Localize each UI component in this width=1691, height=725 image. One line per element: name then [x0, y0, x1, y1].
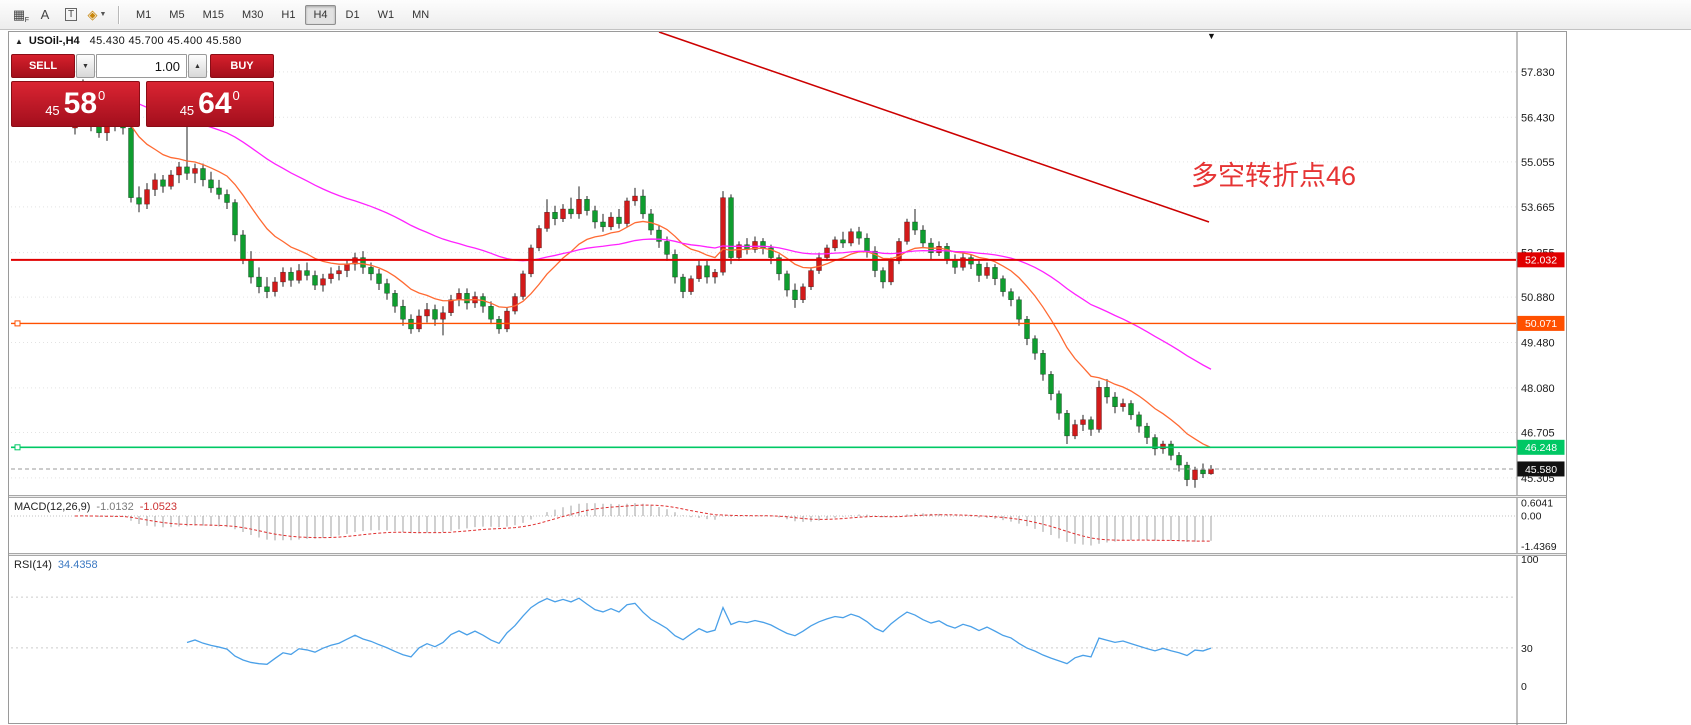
buy-price-point: 0 — [232, 88, 240, 103]
one-click-trading-panel: SELL ▼ ▲ BUY 45 58 0 45 64 0 — [11, 54, 274, 127]
timeframe-M1[interactable]: M1 — [136, 8, 152, 21]
volume-decrease-button[interactable]: ▼ — [76, 54, 95, 78]
chart-title-bar: ▲ USOil-,H4 45.430 45.700 45.400 45.580 — [13, 35, 242, 47]
timeframe-D1[interactable]: D1 — [345, 8, 360, 21]
chart-window: 57.83056.43055.05553.66552.25550.88049.4… — [8, 31, 1568, 725]
rsi-name: RSI(14) — [14, 559, 52, 571]
timeframe-M5[interactable]: M5 — [169, 8, 185, 21]
svg-text:45.580: 45.580 — [1525, 464, 1557, 476]
svg-text:46.248: 46.248 — [1525, 442, 1557, 454]
svg-text:56.430: 56.430 — [1521, 112, 1555, 124]
svg-text:50.880: 50.880 — [1521, 292, 1555, 304]
volume-input[interactable] — [96, 54, 187, 78]
chart-ohlc-values: 45.430 45.700 45.400 45.580 — [89, 35, 242, 47]
macd-signal-line — [74, 504, 1212, 542]
svg-text:48.080: 48.080 — [1521, 383, 1555, 395]
svg-text:46.705: 46.705 — [1521, 427, 1555, 439]
text-tool-icon[interactable]: T — [59, 4, 83, 26]
timeframe-MN[interactable]: MN — [412, 8, 430, 21]
volume-increase-button[interactable]: ▲ — [188, 54, 207, 78]
macd-signal-value: -1.0523 — [139, 501, 178, 513]
panel-splitter[interactable] — [9, 495, 1566, 498]
tool-sub-label: F — [24, 16, 29, 24]
svg-text:53.665: 53.665 — [1521, 202, 1555, 214]
macd-main-value: -1.0132 — [96, 501, 134, 513]
timeframe-M15[interactable]: M15 — [202, 8, 224, 21]
toolbar-separator — [118, 5, 119, 24]
top-toolbar: ▦ F A T ◈ ▼ M1 M5 M15 M30 H1 H4 D1 W1 MN — [0, 0, 1691, 30]
horizontal-levels-layer: 52.032 50.071 46.248 45.580 — [11, 252, 1565, 477]
ma-fast-line[interactable] — [74, 95, 1212, 449]
svg-text:49.480: 49.480 — [1521, 338, 1555, 350]
sell-price-display[interactable]: 45 58 0 — [11, 81, 140, 127]
candles-layer — [72, 79, 1214, 488]
rsi-line — [186, 597, 1212, 665]
rsi-indicator-canvas[interactable]: 100 30 0 — [9, 556, 1568, 725]
svg-text:55.055: 55.055 — [1521, 157, 1555, 169]
rsi-value: 34.4358 — [57, 559, 98, 571]
chart-shift-marker-icon[interactable]: ▼ — [1207, 31, 1216, 41]
macd-histogram — [82, 503, 1212, 546]
shapes-tool-icon: ◈ — [87, 6, 98, 22]
timeframe-M30[interactable]: M30 — [241, 8, 264, 21]
rsi-indicator-label: RSI(14) 34.4358 — [14, 559, 98, 571]
sell-button[interactable]: SELL — [11, 54, 75, 78]
svg-text:0.00: 0.00 — [1521, 510, 1542, 522]
descending-trendline[interactable] — [658, 32, 1210, 223]
price-level-badge — [1517, 252, 1565, 268]
svg-text:0.6041: 0.6041 — [1521, 498, 1553, 510]
timeframe-H1[interactable]: H1 — [281, 8, 296, 21]
drawing-tools-group: ▦ F A T ◈ ▼ — [6, 4, 110, 26]
timeframe-buttons-group: M1 M5 M15 M30 H1 H4 D1 W1 MN — [127, 4, 438, 25]
trade-prices-row: 45 58 0 45 64 0 — [11, 81, 274, 127]
chevron-down-icon[interactable]: ▼ — [99, 11, 107, 18]
timeframe-W1[interactable]: W1 — [377, 8, 395, 21]
cursor-tool-icon: A — [40, 7, 50, 22]
ma-slow-line[interactable] — [74, 86, 1212, 370]
chart-annotation-text: 多空转折点46 — [1191, 161, 1357, 191]
tick-chart-icon: ▦ — [12, 6, 26, 22]
price-level-badge — [1517, 439, 1565, 455]
buy-price-display[interactable]: 45 64 0 — [145, 81, 274, 127]
macd-indicator-label: MACD(12,26,9) -1.0132 -1.0523 — [14, 501, 177, 513]
oneclick-toggle-icon[interactable]: ▲ — [15, 36, 23, 46]
price-level-badge — [1517, 315, 1565, 331]
buy-price-pips: 64 — [198, 87, 232, 120]
sell-price-integer: 45 — [45, 103, 60, 118]
buy-price-integer: 45 — [179, 103, 195, 118]
sell-price-point: 0 — [98, 88, 106, 103]
svg-text:30: 30 — [1521, 643, 1533, 655]
trade-controls-row: SELL ▼ ▲ BUY — [11, 54, 274, 78]
main-chart-canvas[interactable]: 57.83056.43055.05553.66552.25550.88049.4… — [9, 32, 1568, 495]
buy-button[interactable]: BUY — [210, 54, 274, 78]
svg-text:0: 0 — [1521, 681, 1527, 693]
price-level-badge — [1517, 461, 1565, 477]
text-tool-icon: T — [64, 8, 78, 21]
tick-chart-icon[interactable]: ▦ F — [7, 4, 31, 26]
macd-name: MACD(12,26,9) — [14, 501, 91, 513]
svg-text:50.071: 50.071 — [1525, 318, 1557, 330]
timeframe-H4[interactable]: H4 — [305, 4, 336, 25]
svg-text:57.830: 57.830 — [1521, 67, 1555, 79]
cursor-tool-icon[interactable]: A — [33, 4, 57, 26]
sell-price-pips: 58 — [63, 87, 98, 120]
svg-text:-1.4369: -1.4369 — [1521, 541, 1557, 553]
svg-text:100: 100 — [1521, 556, 1539, 566]
svg-text:52.032: 52.032 — [1525, 255, 1557, 267]
panel-splitter[interactable] — [9, 553, 1566, 556]
shapes-tool-icon[interactable]: ◈ ▼ — [85, 4, 109, 26]
chart-symbol-label: USOil-,H4 — [28, 35, 80, 47]
grid-layer: 57.83056.43055.05553.66552.25550.88049.4… — [11, 67, 1555, 485]
